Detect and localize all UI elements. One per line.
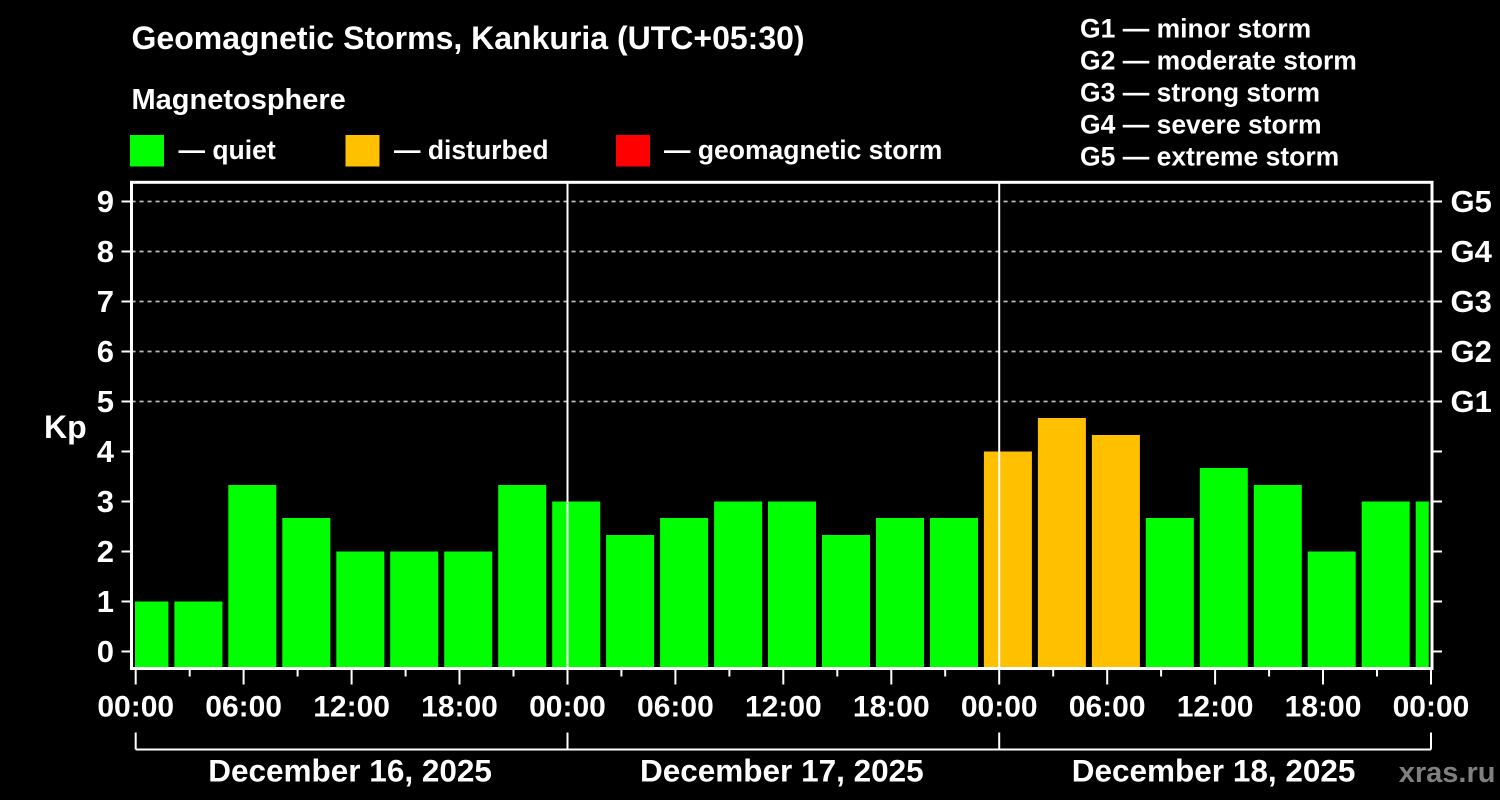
svg-text:06:00: 06:00: [1069, 691, 1146, 724]
svg-text:5: 5: [97, 384, 114, 419]
svg-text:xras.ru: xras.ru: [1399, 757, 1496, 789]
svg-text:Kp: Kp: [44, 409, 87, 445]
svg-text:G4: G4: [1451, 234, 1493, 269]
svg-text:December 17, 2025: December 17, 2025: [640, 753, 924, 789]
svg-text:G3 — strong storm: G3 — strong storm: [1080, 78, 1320, 108]
svg-text:18:00: 18:00: [421, 691, 498, 724]
svg-text:9: 9: [97, 184, 114, 219]
svg-text:00:00: 00:00: [529, 691, 606, 724]
svg-text:00:00: 00:00: [97, 691, 174, 724]
svg-text:18:00: 18:00: [1285, 691, 1362, 724]
svg-text:December 18, 2025: December 18, 2025: [1072, 753, 1356, 789]
svg-text:2: 2: [97, 534, 114, 569]
svg-text:— geomagnetic storm: — geomagnetic storm: [664, 135, 942, 165]
svg-text:December 16, 2025: December 16, 2025: [208, 753, 492, 789]
svg-text:00:00: 00:00: [961, 691, 1038, 724]
svg-text:4: 4: [97, 434, 115, 469]
svg-text:8: 8: [97, 234, 114, 269]
svg-text:6: 6: [97, 334, 114, 369]
svg-text:G2 — moderate storm: G2 — moderate storm: [1080, 46, 1357, 76]
svg-text:G5: G5: [1451, 184, 1492, 219]
svg-text:G5 — extreme storm: G5 — extreme storm: [1080, 142, 1339, 172]
svg-text:12:00: 12:00: [313, 691, 390, 724]
svg-text:12:00: 12:00: [745, 691, 822, 724]
svg-text:3: 3: [97, 484, 114, 519]
svg-text:G1: G1: [1451, 384, 1492, 419]
svg-text:— disturbed: — disturbed: [394, 135, 549, 165]
svg-text:G4 — severe storm: G4 — severe storm: [1080, 110, 1322, 140]
svg-text:7: 7: [97, 284, 114, 319]
svg-text:12:00: 12:00: [1177, 691, 1254, 724]
svg-text:G1 — minor storm: G1 — minor storm: [1080, 14, 1311, 44]
svg-text:G3: G3: [1451, 284, 1492, 319]
svg-text:1: 1: [97, 584, 114, 619]
svg-text:00:00: 00:00: [1393, 691, 1470, 724]
svg-text:0: 0: [97, 634, 114, 669]
svg-text:G2: G2: [1451, 334, 1492, 369]
svg-text:06:00: 06:00: [637, 691, 714, 724]
svg-text:— quiet: — quiet: [179, 135, 276, 165]
svg-text:Geomagnetic Storms, Kankuria (: Geomagnetic Storms, Kankuria (UTC+05:30): [132, 20, 805, 56]
svg-text:Magnetosphere: Magnetosphere: [132, 84, 346, 116]
svg-text:06:00: 06:00: [205, 691, 282, 724]
svg-text:18:00: 18:00: [853, 691, 930, 724]
